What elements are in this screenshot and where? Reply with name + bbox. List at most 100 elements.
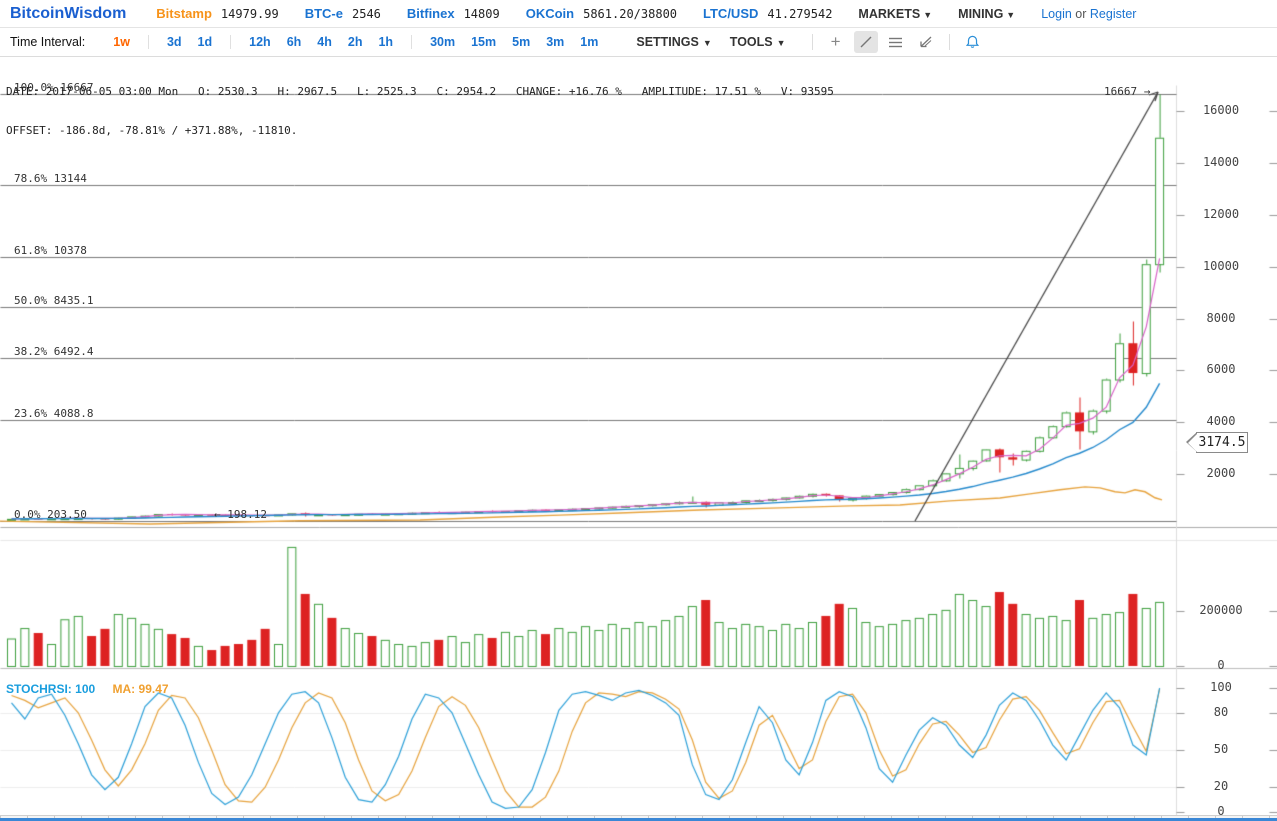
add-indicator-icon[interactable]: +	[830, 32, 841, 51]
arrow-glyph	[920, 36, 932, 48]
interval-group: 30m 15m 5m 3m 1m	[412, 35, 616, 49]
interval-4h[interactable]: 4h	[317, 35, 332, 49]
bell-glyph	[965, 35, 980, 48]
login-link[interactable]: Login	[1041, 6, 1072, 21]
fib-level-label: 61.8% 10378	[14, 244, 87, 257]
stochrsi-k-legend: STOCHRSI: 100	[6, 682, 95, 696]
stochrsi-axis-label: 50	[1213, 742, 1229, 756]
interval-1w[interactable]: 1w	[113, 35, 130, 49]
volume-axis-label: 0	[1217, 658, 1225, 672]
price-tag-arrow-fill	[1188, 433, 1197, 452]
ticker-bitstamp[interactable]: Bitstamp 14979.99	[156, 6, 278, 21]
fib-level-label: 38.2% 6492.4	[14, 345, 94, 358]
price-axis-label: 6000	[1206, 362, 1236, 376]
stochrsi-k-value: 100	[75, 682, 96, 696]
ticker-name[interactable]: LTC/USD	[703, 6, 759, 21]
stochrsi-axis-label: 100	[1210, 680, 1232, 694]
ticker-name[interactable]: BTC-e	[304, 6, 343, 21]
stochrsi-ma-legend: MA: 99.47	[113, 682, 169, 696]
mining-menu[interactable]: MINING ▼	[958, 7, 1015, 21]
fib-level-label: 0.0% 203.50	[14, 508, 87, 521]
ticker-ltcusd[interactable]: LTC/USD 41.279542	[703, 6, 832, 21]
stochrsi-axis-label: 20	[1213, 779, 1229, 793]
trendline-start-label: ← 198.12	[214, 508, 267, 521]
bottom-blue-bar	[0, 818, 1277, 821]
interval-3m[interactable]: 3m	[546, 35, 565, 49]
interval-1h[interactable]: 1h	[378, 35, 394, 49]
trendline-tool-icon[interactable]	[853, 31, 878, 53]
register-link[interactable]: Register	[1089, 6, 1137, 21]
ticker-okcoin[interactable]: OKCoin 5861.20/38800	[526, 6, 677, 21]
interval-1d[interactable]: 1d	[197, 35, 213, 49]
interval-group: 12h 6h 4h 2h 1h	[231, 35, 413, 49]
ticker-name[interactable]: Bitstamp	[156, 6, 212, 21]
markets-menu[interactable]: MARKETS ▼	[858, 7, 932, 21]
time-interval-label: Time Interval:	[10, 35, 86, 49]
caret-down-icon: ▼	[923, 9, 933, 20]
interval-group: 1w	[95, 35, 149, 49]
fib-level-label: 50.0% 8435.1	[14, 294, 94, 307]
ticker-name[interactable]: OKCoin	[525, 6, 575, 21]
interval-3d[interactable]: 3d	[166, 35, 182, 49]
fib-level-label: 78.6% 13144	[14, 172, 87, 185]
stochrsi-ma-value: 99.47	[138, 682, 169, 696]
interval-15m[interactable]: 15m	[471, 35, 497, 49]
price-tag-value: 3174.5	[1198, 435, 1246, 450]
top-header: BitcoinWisdom Bitstamp 14979.99 BTC-e 25…	[0, 0, 1277, 28]
price-axis-label: 16000	[1202, 103, 1240, 117]
auth-or-text: or	[1075, 6, 1087, 21]
candle-info-line2: OFFSET: -186.8d, -78.81% / +371.88%, -11…	[6, 124, 298, 137]
caret-down-icon: ▼	[776, 38, 786, 48]
horizontal-lines-tool-icon[interactable]	[884, 31, 908, 53]
ticker-value: 5861.20/38800	[583, 7, 678, 21]
caret-down-icon: ▼	[702, 38, 712, 48]
chart-toolbar: Time Interval: 1w 3d 1d 12h 6h 4h 2h 1h 30m 15m 5m…	[0, 28, 1277, 57]
price-axis-label: 14000	[1202, 155, 1240, 169]
trendline-end-label: 16667 →	[1104, 85, 1151, 98]
caret-down-icon: ▼	[1006, 9, 1016, 20]
ticker-value: 2546	[352, 7, 381, 21]
interval-2h[interactable]: 2h	[347, 35, 363, 49]
settings-menu[interactable]: SETTINGS ▼	[636, 35, 711, 49]
volume-axis-label: 200000	[1199, 603, 1243, 617]
price-axis-label: 8000	[1206, 311, 1236, 325]
ticker-name[interactable]: Bitfinex	[406, 6, 455, 21]
settings-menu-label: SETTINGS	[636, 35, 699, 49]
stochrsi-ma-label: MA:	[112, 682, 136, 696]
price-axis-label: 4000	[1206, 414, 1236, 428]
stochrsi-legend: STOCHRSI: 100 MA: 99.47	[6, 682, 169, 696]
candle-info: DATE: 2017-06-05 03:00 Mon O: 2530.3 H: …	[6, 59, 834, 163]
candle-info-line1: DATE: 2017-06-05 03:00 Mon O: 2530.3 H: …	[6, 85, 834, 98]
arrow-tool-icon[interactable]	[914, 31, 938, 53]
auth-links: Login or Register	[1041, 7, 1136, 21]
stochrsi-label: STOCHRSI:	[6, 682, 72, 696]
trendline-glyph	[860, 36, 872, 48]
mining-menu-label: MINING	[958, 6, 1004, 21]
toolbar-divider	[811, 34, 813, 50]
interval-30m[interactable]: 30m	[430, 35, 456, 49]
toolbar-divider	[948, 34, 950, 50]
interval-12h[interactable]: 12h	[249, 35, 271, 49]
ticker-btce[interactable]: BTC-e 2546	[305, 6, 381, 21]
horizontal-lines-glyph	[889, 37, 903, 47]
fib-level-label: 23.6% 4088.8	[14, 407, 94, 420]
price-axis-label: 12000	[1202, 207, 1240, 221]
interval-6h[interactable]: 6h	[286, 35, 302, 49]
stochrsi-axis-label: 0	[1217, 804, 1225, 818]
ticker-value: 41.279542	[767, 7, 833, 21]
alert-bell-icon[interactable]	[961, 31, 985, 53]
ticker-value: 14809	[463, 7, 500, 21]
ticker-bitfinex[interactable]: Bitfinex 14809	[407, 6, 500, 21]
tools-menu-label: TOOLS	[729, 35, 773, 49]
stochrsi-axis-label: 80	[1213, 705, 1229, 719]
price-axis-label: 2000	[1206, 466, 1236, 480]
interval-1m[interactable]: 1m	[580, 35, 599, 49]
app-logo[interactable]: BitcoinWisdom	[10, 4, 127, 22]
price-axis-label: 10000	[1202, 259, 1240, 273]
markets-menu-label: MARKETS	[858, 6, 921, 21]
ticker-value: 14979.99	[220, 7, 279, 21]
tools-menu[interactable]: TOOLS ▼	[730, 35, 786, 49]
interval-5m[interactable]: 5m	[512, 35, 531, 49]
